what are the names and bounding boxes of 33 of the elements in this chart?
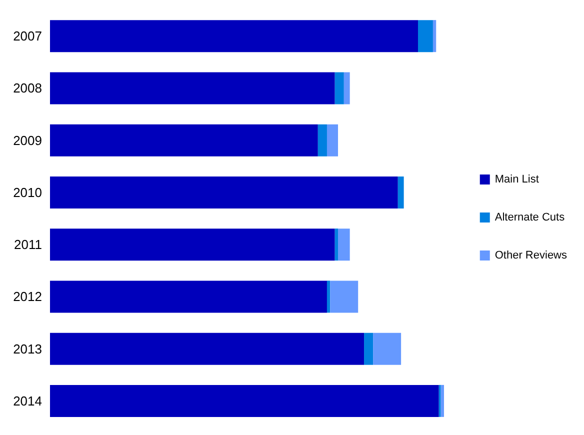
bar	[50, 176, 398, 208]
bar	[373, 332, 402, 365]
bar	[50, 20, 418, 52]
bar	[50, 124, 318, 156]
bar	[440, 384, 444, 417]
y-tick-label: 2007	[13, 28, 42, 44]
bar	[326, 280, 330, 313]
bar	[330, 280, 358, 313]
legend-label: Alternate Cuts	[494, 212, 566, 224]
y-tick-label: 2014	[13, 393, 42, 408]
bar	[334, 228, 338, 261]
bar	[50, 72, 335, 104]
bar	[432, 20, 436, 52]
bar	[398, 176, 404, 208]
bar	[334, 72, 344, 104]
legend-label: Main List	[494, 174, 539, 186]
y-tick-label: 2008	[13, 80, 42, 96]
bar	[344, 72, 350, 104]
y-tick-label: 2011	[14, 237, 42, 252]
legend-label: Other Reviews	[494, 250, 568, 262]
bar	[50, 332, 364, 365]
bar	[364, 332, 374, 365]
bar	[50, 384, 439, 417]
bar	[338, 228, 350, 261]
y-tick-label: 2012	[13, 289, 42, 304]
bar	[50, 280, 327, 313]
bar	[326, 124, 338, 156]
y-tick-label: 2013	[13, 341, 42, 356]
bar	[50, 228, 335, 261]
bar	[318, 124, 327, 156]
y-tick-label: 2009	[13, 132, 42, 148]
bar	[418, 20, 433, 52]
y-tick-label: 2010	[13, 184, 42, 200]
